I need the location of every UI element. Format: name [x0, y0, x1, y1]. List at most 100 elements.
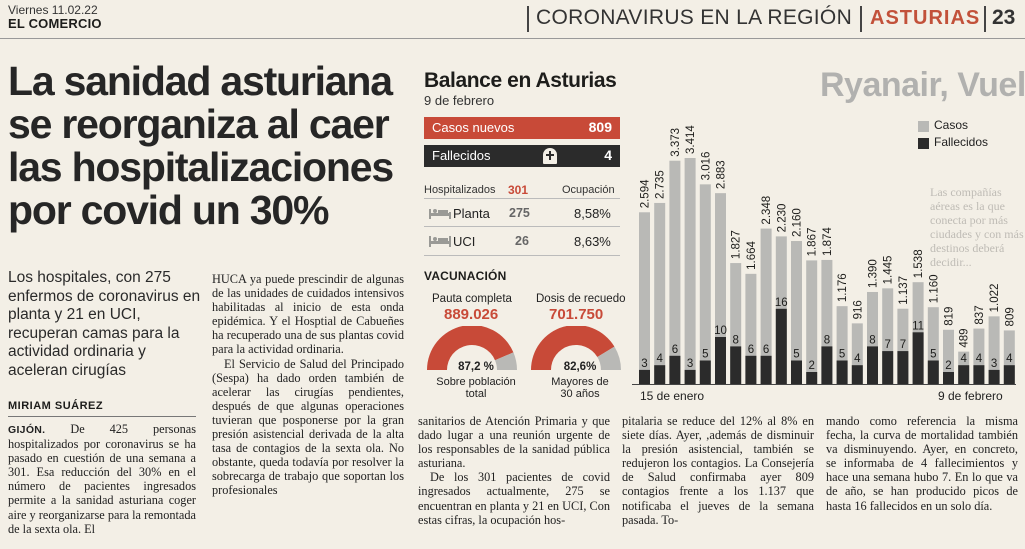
deaths-bar — [684, 369, 696, 384]
sub-line: total — [465, 388, 487, 400]
deaths-bar — [669, 355, 681, 384]
icu-bed-icon — [429, 236, 451, 247]
full-schedule-label: Pauta completa — [432, 293, 512, 305]
cases-value-label: 916 — [852, 300, 864, 319]
cases-bar — [806, 260, 818, 384]
deaths-value-label: 3 — [687, 358, 693, 370]
bed-icon — [429, 209, 451, 219]
background-text: Las compañías aéreas es la que conecta p… — [930, 185, 1024, 269]
cases-value-label: 1.137 — [898, 276, 910, 305]
deaths-bar — [943, 372, 954, 384]
vaccination-title: VACUNACIÓN — [424, 269, 507, 283]
region-label: ASTURIAS — [870, 7, 981, 29]
deaths-value-label: 8 — [869, 334, 875, 346]
deaths-value-label: 2 — [945, 360, 951, 372]
ward-label: Planta — [453, 206, 490, 221]
x-end-label: 9 de febrero — [938, 389, 1003, 403]
new-cases-value: 809 — [588, 119, 612, 135]
deaths-bar — [973, 365, 985, 384]
infographic-title: Balance en Asturias — [424, 69, 617, 92]
article-headline: La sanidad asturiana se reorganiza al ca… — [8, 58, 394, 233]
deaths-bar — [897, 351, 909, 384]
header-separator — [984, 6, 986, 32]
cases-bar — [973, 328, 985, 384]
full-schedule-gauge — [427, 326, 517, 370]
deaths-value-label: 10 — [714, 325, 727, 337]
column-text: De 425 personas hospitalizados por coron… — [8, 422, 197, 536]
header-separator — [860, 6, 862, 32]
deaths-value-label: 4 — [960, 353, 967, 365]
deaths-bar — [851, 365, 863, 384]
paragraph: HUCA ya puede prescindir de algunas de l… — [212, 272, 404, 357]
cases-bar — [639, 212, 650, 384]
vaccination-gauges — [427, 326, 621, 370]
icu-value: 26 — [515, 234, 529, 248]
deaths-value-label: 4 — [656, 353, 663, 365]
cases-value-label: 1.160 — [928, 274, 940, 303]
legend-deaths: Fallecidos — [934, 135, 989, 149]
deaths-bar — [1003, 365, 1015, 384]
divider — [424, 226, 620, 227]
deaths-value-label: 8 — [732, 334, 738, 346]
deaths-value-label: 16 — [775, 297, 788, 309]
deaths-bar — [988, 369, 1000, 384]
cases-bar — [943, 329, 954, 384]
sub-line: 30 años — [560, 388, 600, 400]
legend-cases: Casos — [934, 118, 969, 132]
deaths-bar — [639, 369, 650, 384]
ward-value: 275 — [509, 206, 530, 220]
cases-value-label: 2.348 — [761, 196, 773, 225]
cases-bar — [836, 306, 848, 384]
x-start-label: 15 de enero — [640, 389, 705, 403]
deaths-value-label: 4 — [1006, 353, 1013, 365]
deaths-bar — [745, 355, 757, 384]
cases-value-label: 3.016 — [700, 152, 712, 181]
dateline: GIJÓN. — [8, 424, 46, 436]
cases-value-label: 1.176 — [837, 273, 849, 302]
deaths-bar — [927, 360, 939, 384]
deaths-label: Fallecidos — [432, 148, 491, 163]
cases-value-label: 489 — [959, 328, 971, 347]
cases-bar — [654, 202, 666, 384]
cases-value-label: 1.827 — [731, 230, 743, 259]
tombstone-cross-icon — [543, 148, 557, 164]
deaths-bar — [867, 346, 878, 384]
booster-sub: Mayores de 30 años — [530, 376, 630, 400]
header-separator — [527, 6, 529, 32]
cases-value-label: 1.022 — [989, 284, 1001, 313]
paragraph: mando como referencia la misma fecha, la… — [826, 414, 1018, 513]
article-column-3: sanitarios de Atención Primaria y que da… — [418, 414, 610, 527]
gauge-remaining-arc — [597, 346, 621, 370]
deaths-value-label: 6 — [672, 344, 678, 356]
icu-label: UCI — [453, 234, 476, 249]
infographic-date: 9 de febrero — [424, 93, 495, 108]
cases-bar — [684, 158, 696, 384]
deaths-value-label: 3 — [641, 358, 647, 370]
article-column-1: GIJÓN. De 425 personas hospitalizados po… — [8, 422, 196, 536]
deaths-bar — [715, 337, 726, 384]
cases-deaths-chart: 3 2.594 4 2.735 6 3.373 3 3.414 5 3.016 10 2.883 8 1.… — [632, 125, 1016, 385]
cases-value-label: 1.538 — [913, 249, 925, 278]
deaths-bar — [882, 351, 894, 384]
cases-value-label: 2.230 — [776, 204, 788, 233]
cases-value-label: 2.594 — [640, 179, 652, 208]
deaths-value-label: 4 — [976, 353, 983, 365]
deaths-bar — [775, 308, 787, 384]
new-cases-bar: Casos nuevos 809 — [424, 117, 620, 139]
cases-value-label: 2.160 — [792, 208, 804, 237]
deaths-bar — [760, 355, 772, 384]
deaths-bar — [912, 332, 924, 384]
cases-bar — [988, 316, 1000, 384]
cases-value-label: 1.445 — [883, 256, 895, 285]
cases-bar — [927, 307, 939, 384]
divider — [424, 255, 620, 256]
divider — [424, 198, 620, 199]
deaths-value-label: 7 — [900, 339, 906, 351]
paragraph: sanitarios de Atención Primaria y que da… — [418, 414, 610, 471]
deaths-bar — [699, 360, 711, 384]
booster-gauge — [531, 326, 621, 370]
cases-bar — [851, 323, 863, 384]
deaths-bar — [821, 346, 833, 384]
legend-swatch-deaths — [918, 138, 929, 149]
deaths-value-label: 4 — [854, 353, 861, 365]
